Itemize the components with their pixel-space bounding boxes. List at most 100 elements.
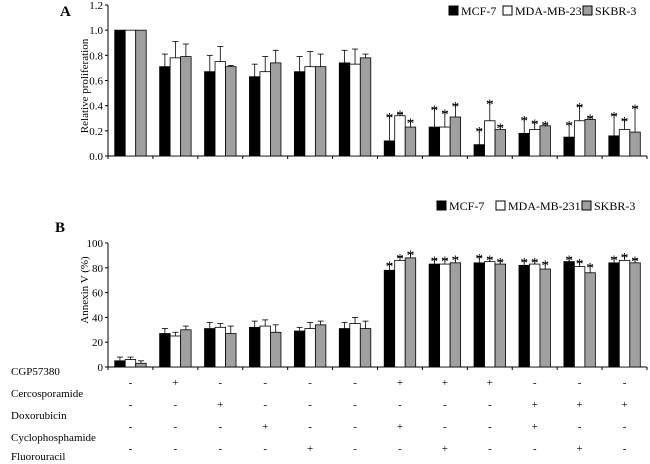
bar-b-s0-g6: [383, 269, 396, 368]
bar-a-s0-g5: [338, 62, 351, 157]
panel-a-legend: MCF-7 MDA-MB-231 SKBR-3: [448, 4, 636, 18]
bar-b-s0-g1: [159, 333, 171, 368]
treatment-sign: -: [353, 443, 357, 455]
y-tick-label-b: 20: [92, 337, 104, 349]
significance-star-a: *: [407, 116, 415, 132]
bar-a-s0-g4: [293, 71, 306, 157]
bar-a-s2-g1: [180, 56, 192, 157]
bar-a-s0-g3: [249, 76, 261, 157]
bar-a-s1-g9: [529, 129, 541, 157]
treatment-sign: -: [218, 462, 222, 464]
significance-star-b: *: [586, 260, 594, 276]
legend-b-mda: MDA-MB-231: [508, 199, 581, 213]
treatment-sign: +: [262, 421, 268, 433]
significance-star-a: *: [386, 111, 394, 127]
bar-a-s2-g7: [449, 116, 462, 157]
y-tick-label-b: 40: [92, 312, 104, 324]
significance-star-b: *: [565, 253, 573, 269]
y-tick-label-a: 0.0: [89, 151, 103, 163]
treatment-sign: -: [443, 399, 447, 411]
treatment-row-label: Cercosporamide: [11, 388, 83, 400]
treatment-sign: -: [129, 399, 133, 411]
significance-star-b: *: [441, 254, 449, 270]
treatment-sign: +: [442, 443, 448, 455]
panel-b-legend: MCF-7 MDA-MB-231 SKBR-3: [436, 199, 635, 213]
treatment-sign: -: [353, 377, 357, 389]
bar-b-s1-g9: [529, 263, 541, 368]
bar-a-s2-g3: [270, 62, 282, 157]
significance-star-a: *: [441, 107, 449, 123]
legend-a-mda-swatch: [502, 5, 513, 16]
significance-star-a: *: [452, 99, 460, 115]
significance-star-a: *: [486, 97, 494, 113]
significance-star-b: *: [576, 257, 584, 273]
treatment-sign: -: [263, 462, 267, 464]
treatment-table: CGP57380 - + - - - - + + + - - - Cercosporamide - - + - - -…: [11, 366, 628, 464]
bar-a-s2-g11: [629, 131, 641, 157]
legend-b-skbr: SKBR-3: [594, 199, 635, 213]
significance-star-a: *: [565, 118, 573, 134]
legend-b-skbr-swatch: [581, 200, 592, 211]
significance-star-b: *: [452, 253, 460, 269]
significance-star-b: *: [520, 255, 528, 271]
significance-star-a: *: [476, 125, 484, 141]
treatment-sign: +: [532, 399, 538, 411]
bar-a-s1-g0: [124, 29, 137, 157]
treatment-sign: -: [398, 462, 402, 464]
bar-b-s2-g11: [629, 262, 641, 368]
treatment-sign: +: [577, 399, 583, 411]
bar-a-s1-g5: [349, 63, 361, 157]
bar-b-s1-g6: [394, 259, 406, 368]
y-tick-label-b: 100: [87, 238, 104, 250]
bar-a-s0-g8: [473, 144, 485, 157]
treatment-row-label: CGP57380: [11, 366, 60, 378]
bar-a-s0-g11: [608, 135, 620, 157]
treatment-sign: -: [578, 462, 582, 464]
treatment-sign: +: [442, 377, 448, 389]
significance-star-a: *: [531, 117, 539, 133]
treatment-sign: +: [397, 421, 403, 433]
legend-b-mcf7: MCF-7: [449, 199, 484, 213]
bar-b-s0-g3: [249, 326, 261, 368]
bar-a-s1-g1: [169, 57, 182, 157]
treatment-sign: +: [217, 399, 223, 411]
treatment-sign: -: [174, 399, 178, 411]
bar-b-s1-g3: [259, 325, 271, 368]
treatment-sign: +: [621, 399, 627, 411]
bar-b-s1-g10: [573, 266, 586, 368]
bar-b-s0-g0: [114, 360, 126, 368]
treatment-sign: -: [353, 421, 357, 433]
significance-star-b: *: [541, 258, 549, 274]
bar-b-s1-g2: [214, 326, 226, 368]
treatment-sign: +: [532, 421, 538, 433]
treatment-sign: -: [218, 421, 222, 433]
bar-a-s1-g7: [439, 126, 451, 157]
bar-b-s2-g9: [539, 268, 551, 368]
treatment-sign: +: [307, 443, 313, 455]
bar-b-s2-g10: [584, 272, 596, 368]
bar-a-s1-g11: [618, 129, 631, 157]
bar-b-s2-g6: [404, 257, 417, 368]
treatment-sign: +: [352, 462, 358, 464]
treatment-sign: -: [174, 443, 178, 455]
significance-star-b: *: [631, 254, 639, 270]
treatment-sign: -: [308, 377, 312, 389]
bar-b-s0-g11: [608, 262, 620, 368]
y-tick-label-a: 1.0: [89, 25, 103, 37]
bar-a-s0-g1: [159, 66, 171, 157]
bar-b-s1-g4: [304, 328, 316, 368]
panel-b-ylabel: Annexin V (%): [79, 256, 91, 324]
significance-star-b: *: [431, 254, 439, 270]
bar-a-s0-g2: [204, 71, 216, 157]
bar-a-s0-g10: [563, 136, 575, 157]
significance-star-a: *: [631, 102, 639, 118]
treatment-sign: -: [129, 421, 133, 433]
bar-b-s2-g7: [449, 262, 462, 368]
treatment-sign: +: [397, 377, 403, 389]
legend-a-skbr-swatch: [582, 5, 593, 16]
significance-star-b: *: [610, 253, 618, 269]
treatment-sign: -: [129, 377, 133, 389]
significance-star-b: *: [486, 253, 494, 269]
treatment-sign: -: [308, 399, 312, 411]
